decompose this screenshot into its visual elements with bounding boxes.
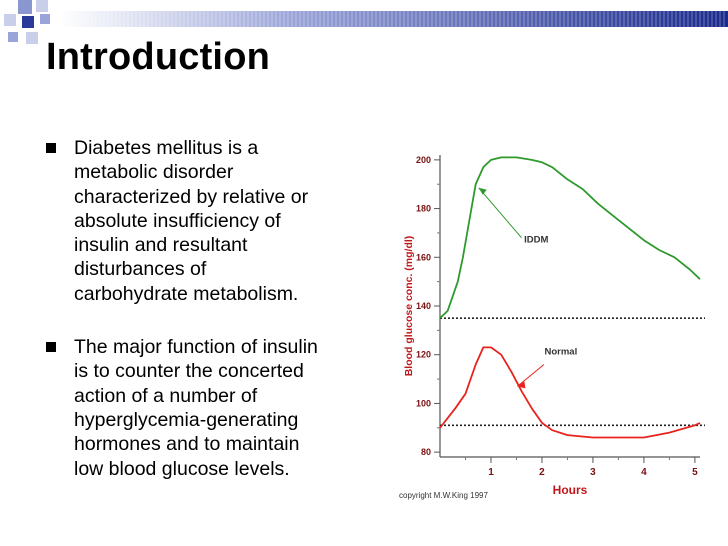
y-tick-label: 120 [416,350,431,360]
bullet-item: The major function of insulin is to coun… [46,335,386,481]
bullet-text: Diabetes mellitus is a metabolic disorde… [74,137,309,305]
corner-square [8,32,18,42]
corner-square [26,32,38,44]
corner-square [22,16,34,28]
normal-pointer-line [517,364,545,387]
corner-square [4,14,16,26]
y-tick-label: 80 [421,447,431,457]
y-tick-label: 100 [416,398,431,408]
y-axis-label: Blood glucose conc. (mg/dl) [403,236,415,377]
normal-annotation: Normal [545,347,578,358]
top-stripe-bar [60,11,728,27]
corner-square [36,0,48,12]
bullet-text: The major function of insulin is to coun… [74,336,318,480]
corner-squares-decoration [4,0,50,44]
y-tick-label: 180 [416,204,431,214]
bullet-item: Diabetes mellitus is a metabolic disorde… [46,136,386,306]
corner-square [40,14,50,24]
iddm-pointer-arrowhead [478,187,487,195]
x-tick-label: 1 [488,467,494,478]
series-line-iddm [439,156,701,319]
copyright-credit: copyright M.W.King 1997 [399,491,488,500]
x-axis-label: Hours [553,483,588,497]
square-bullet-icon [46,143,56,153]
x-tick-label: 3 [590,467,596,478]
top-stripe-decoration [59,11,728,27]
y-tick-label: 160 [416,252,431,262]
corner-square [18,0,32,14]
y-tick-label: 140 [416,301,431,311]
y-tick-label: 200 [416,155,431,165]
square-bullet-icon [46,342,56,353]
slide-title: Introduction [46,36,271,78]
x-tick-label: 5 [692,467,698,478]
iddm-annotation: IDDM [524,235,548,246]
x-tick-label: 2 [539,467,545,478]
iddm-pointer-line [478,187,522,239]
x-tick-label: 4 [641,467,647,478]
bullet-list: Diabetes mellitus is a metabolic disorde… [46,136,386,481]
glucose-chart: 80 100 120 140 160 180 200 1 2 3 4 5 Hours Blood gluc… [399,155,705,500]
series-line-normal [439,346,701,439]
normal-pointer-arrowhead [517,381,526,389]
